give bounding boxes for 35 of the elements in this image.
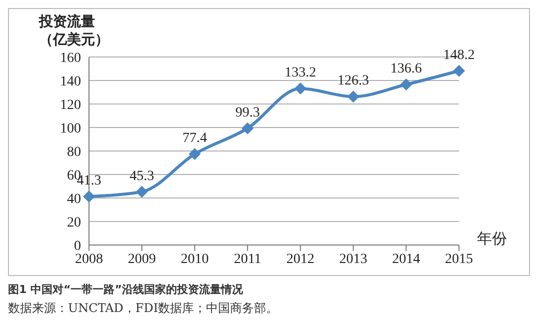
x-tick-label: 2012 [286, 252, 314, 267]
y-tick-label: 20 [67, 215, 81, 230]
point [294, 82, 306, 94]
y-tick-label: 100 [60, 121, 81, 136]
x-axis-title: 年份 [477, 229, 507, 248]
point [400, 78, 412, 90]
data-label: 148.2 [443, 48, 475, 63]
y-tick-label: 160 [60, 50, 81, 66]
y-axis-title: 投资流量（亿美元） [39, 13, 110, 49]
data-label: 136.6 [390, 61, 422, 76]
x-tick-label: 2014 [392, 252, 420, 267]
data-label: 133.2 [284, 65, 316, 80]
x-tick-label: 2011 [234, 252, 262, 267]
point [347, 90, 360, 103]
x-tick-label: 2010 [180, 252, 209, 267]
point [136, 186, 148, 198]
data-label: 45.3 [130, 168, 154, 184]
data-label: 99.3 [235, 105, 260, 120]
x-tick-label: 2013 [339, 252, 368, 267]
point [242, 122, 254, 134]
data-label: 77.4 [182, 131, 207, 146]
data-label: 126.3 [338, 74, 370, 89]
text: 图1 中国对“一带一路”沿线国家的投资流量情况 [8, 282, 244, 297]
y-tick-label: 40 [67, 192, 81, 207]
x-tick-label: 2015 [445, 252, 473, 267]
point [453, 64, 465, 77]
y-tick-label: 0 [74, 238, 81, 254]
y-tick-label: 120 [60, 98, 81, 113]
y-tick-label: 140 [60, 74, 81, 90]
source-note: 数据来源：UNCTAD，FDI数据库；中国商务部。 [8, 300, 280, 317]
y-tick-label: 80 [67, 144, 81, 160]
x-tick-label: 2008 [75, 252, 103, 267]
x-tick-label: 2009 [128, 252, 156, 267]
point [188, 148, 201, 160]
point [83, 190, 95, 202]
